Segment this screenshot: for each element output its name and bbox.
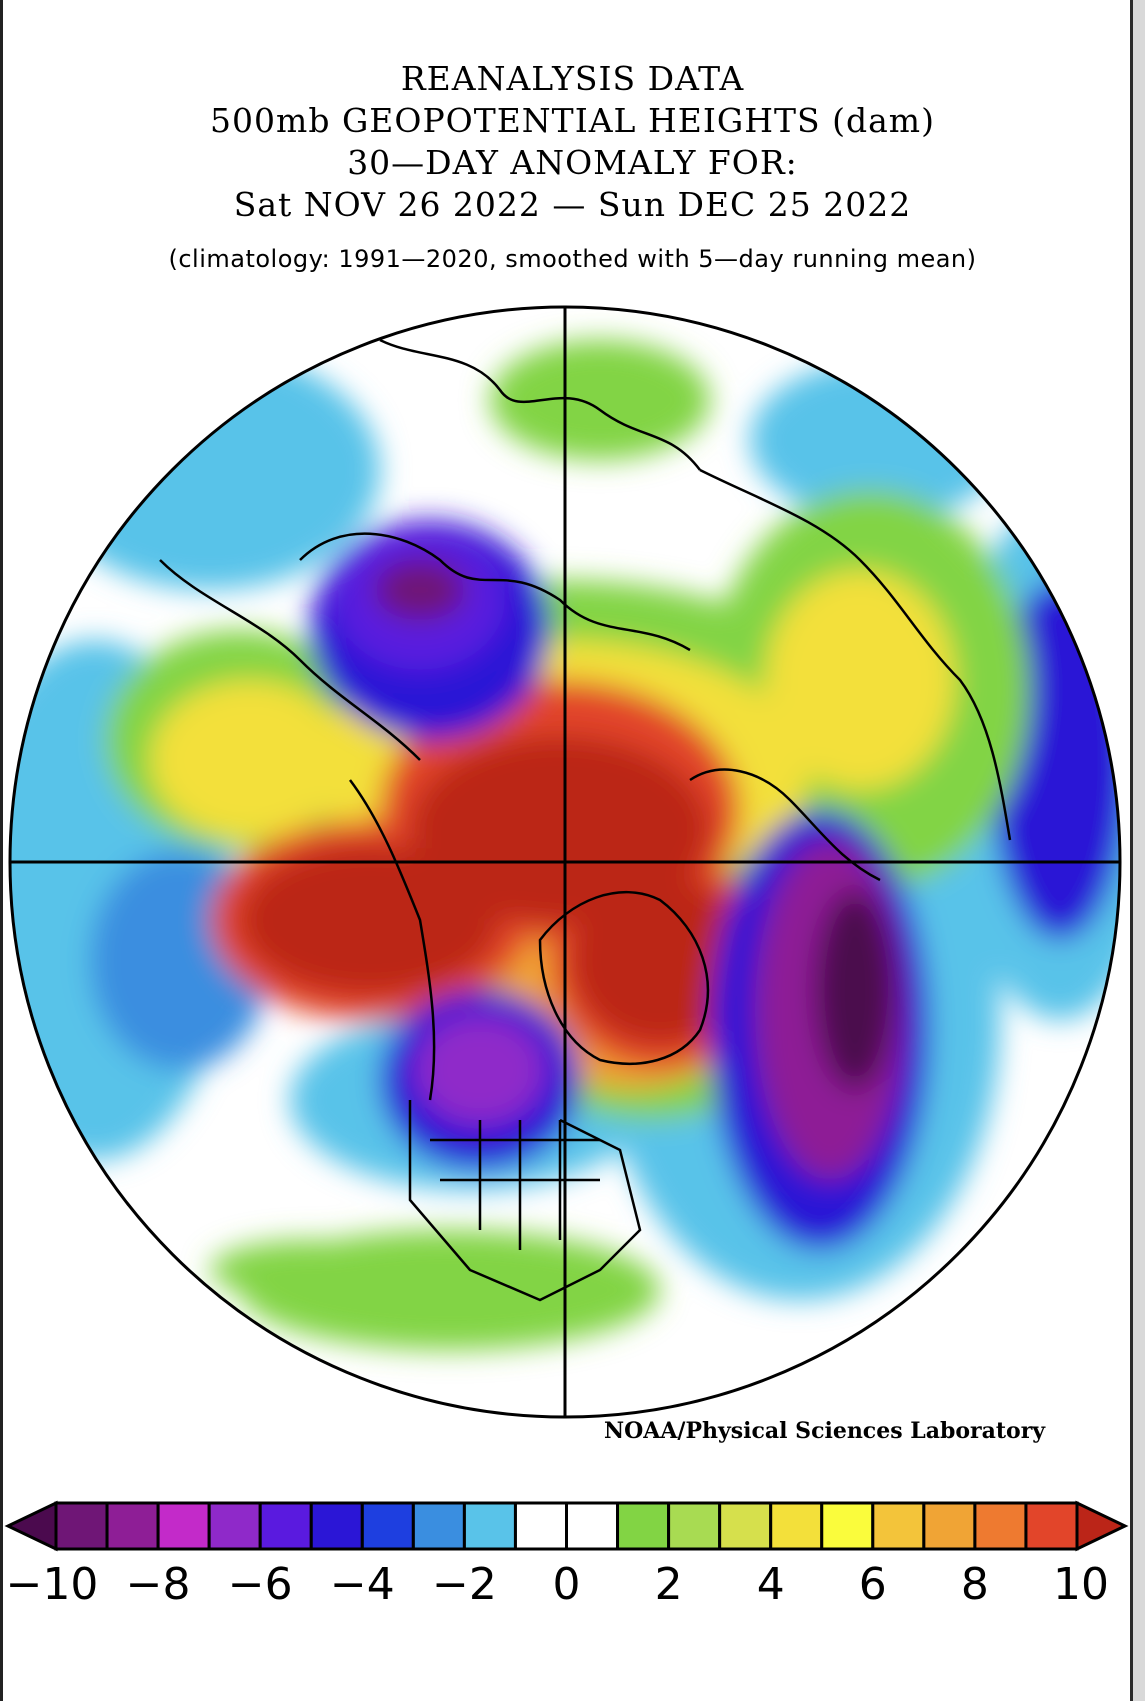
colorbar-min-arrow — [4, 1500, 58, 1552]
colorbar-cell — [207, 1501, 262, 1551]
colorbar-cell — [513, 1501, 569, 1551]
colorbar-tick-label: 0 — [552, 1559, 581, 1610]
colorbar-cell — [54, 1501, 109, 1551]
title-line-2: 500mb GEOPOTENTIAL HEIGHTS (dam) — [210, 101, 935, 140]
colorbar-cell — [462, 1501, 517, 1551]
title-line-4: Sat NOV 26 2022 — Sun DEC 25 2022 — [233, 185, 912, 224]
colorbar-cell — [258, 1501, 313, 1551]
colorbar-tick-label: 6 — [858, 1559, 887, 1610]
coastlines — [159, 338, 1012, 1302]
colorbar-cells — [4, 1500, 1129, 1552]
climatology-subtitle: (climatology: 1991—2020, smoothed with 5… — [168, 245, 977, 273]
left-frame-edge — [0, 0, 3, 1701]
colorbar-tick-label: 4 — [756, 1559, 785, 1610]
colorbar-cell — [309, 1501, 364, 1551]
colorbar-cell — [360, 1501, 415, 1551]
colorbar-cell — [973, 1501, 1028, 1551]
colorbar-tick-label: 2 — [654, 1559, 683, 1610]
colorbar-cell — [820, 1501, 875, 1551]
colorbar-cell — [667, 1501, 722, 1551]
credit-label: NOAA/Physical Sciences Laboratory — [604, 1418, 1046, 1444]
colorbar-tick-label: −4 — [329, 1559, 395, 1610]
colorbar — [4, 1500, 1129, 1552]
colorbar-tick-label: −8 — [125, 1559, 191, 1610]
colorbar-cell — [156, 1501, 211, 1551]
colorbar-tick-label: 10 — [1053, 1559, 1109, 1610]
colorbar-cell — [769, 1501, 824, 1551]
colorbar-tick-label: 8 — [960, 1559, 989, 1610]
colorbar-cell — [922, 1501, 977, 1551]
title-line-1: REANALYSIS DATA — [400, 59, 745, 98]
colorbar-cell — [105, 1501, 160, 1551]
colorbar-tick-label: −6 — [227, 1559, 293, 1610]
colorbar-max-arrow — [1075, 1500, 1129, 1552]
colorbar-labels: −10 −8 −6 −4 −2 0 2 4 6 8 10 — [0, 1560, 1145, 1610]
title-line-3: 30—DAY ANOMALY FOR: — [347, 143, 798, 182]
map-title-block: REANALYSIS DATA 500mb GEOPOTENTIAL HEIGH… — [0, 58, 1145, 274]
colorbar-cell — [616, 1501, 671, 1551]
colorbar-tick-label: −10 — [5, 1559, 99, 1610]
colorbar-cell — [871, 1501, 926, 1551]
colorbar-tick-label: −2 — [431, 1559, 497, 1610]
colorbar-cell — [1024, 1501, 1079, 1551]
colorbar-cell — [565, 1501, 620, 1551]
colorbar-cell — [718, 1501, 773, 1551]
right-frame-edge — [1130, 0, 1145, 1701]
polar-anomaly-map — [8, 305, 1122, 1419]
colorbar-cell — [411, 1501, 466, 1551]
